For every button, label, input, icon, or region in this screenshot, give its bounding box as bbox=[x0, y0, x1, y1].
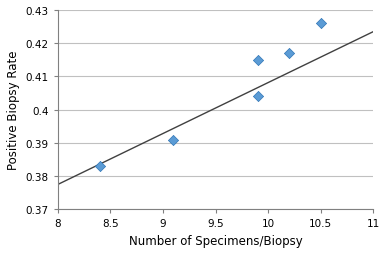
Point bbox=[318, 22, 324, 26]
Point bbox=[255, 59, 261, 63]
Point bbox=[286, 52, 292, 56]
Point bbox=[170, 138, 176, 142]
Point bbox=[97, 165, 103, 169]
Point bbox=[255, 95, 261, 99]
X-axis label: Number of Specimens/Biopsy: Number of Specimens/Biopsy bbox=[128, 234, 302, 247]
Y-axis label: Positive Biopsy Rate: Positive Biopsy Rate bbox=[7, 51, 20, 170]
